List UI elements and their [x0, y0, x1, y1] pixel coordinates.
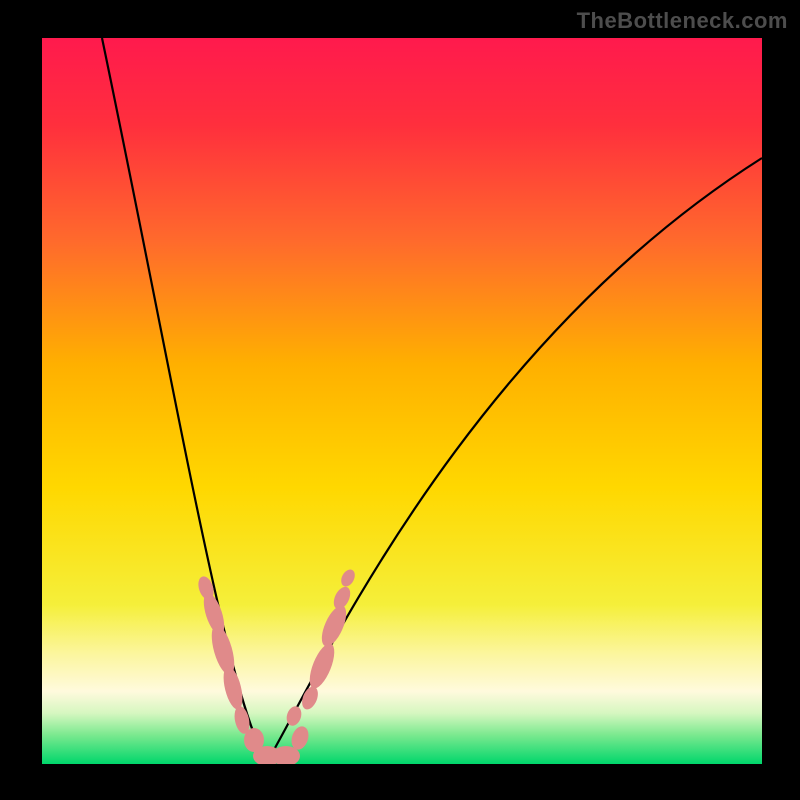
- curve-left-branch: [102, 38, 267, 762]
- attribution-text: TheBottleneck.com: [577, 8, 788, 34]
- marker: [317, 602, 351, 650]
- curve-right-branch: [267, 158, 762, 762]
- plot-area: [42, 38, 762, 764]
- chart-canvas: TheBottleneck.com: [0, 0, 800, 800]
- markers-group: [196, 567, 358, 764]
- bottleneck-curve: [42, 38, 762, 764]
- marker: [330, 584, 353, 612]
- marker: [338, 567, 357, 589]
